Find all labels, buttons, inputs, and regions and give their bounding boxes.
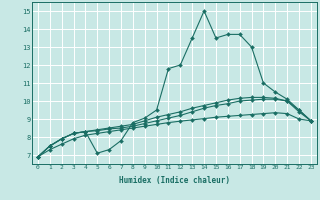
X-axis label: Humidex (Indice chaleur): Humidex (Indice chaleur) xyxy=(119,176,230,185)
